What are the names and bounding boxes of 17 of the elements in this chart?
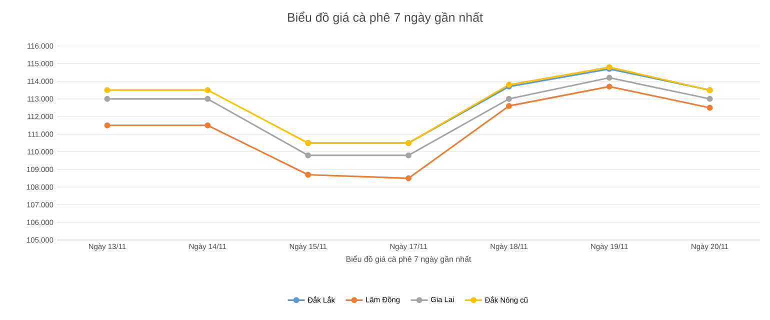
point: [606, 74, 612, 81]
point: [305, 172, 312, 178]
point: [406, 152, 412, 158]
point: [406, 175, 412, 182]
point: [104, 96, 110, 102]
chart-title: Biểu đồ giá cà phê 7 ngày gần nhất: [288, 12, 483, 24]
point: [606, 84, 612, 90]
point: [204, 96, 211, 102]
point: [706, 96, 713, 102]
point: [204, 122, 211, 128]
point: [506, 96, 512, 102]
point: [204, 87, 211, 94]
point: [104, 122, 110, 128]
point: [506, 102, 512, 109]
point: [104, 87, 110, 94]
point: [305, 152, 312, 158]
point: [706, 104, 713, 111]
